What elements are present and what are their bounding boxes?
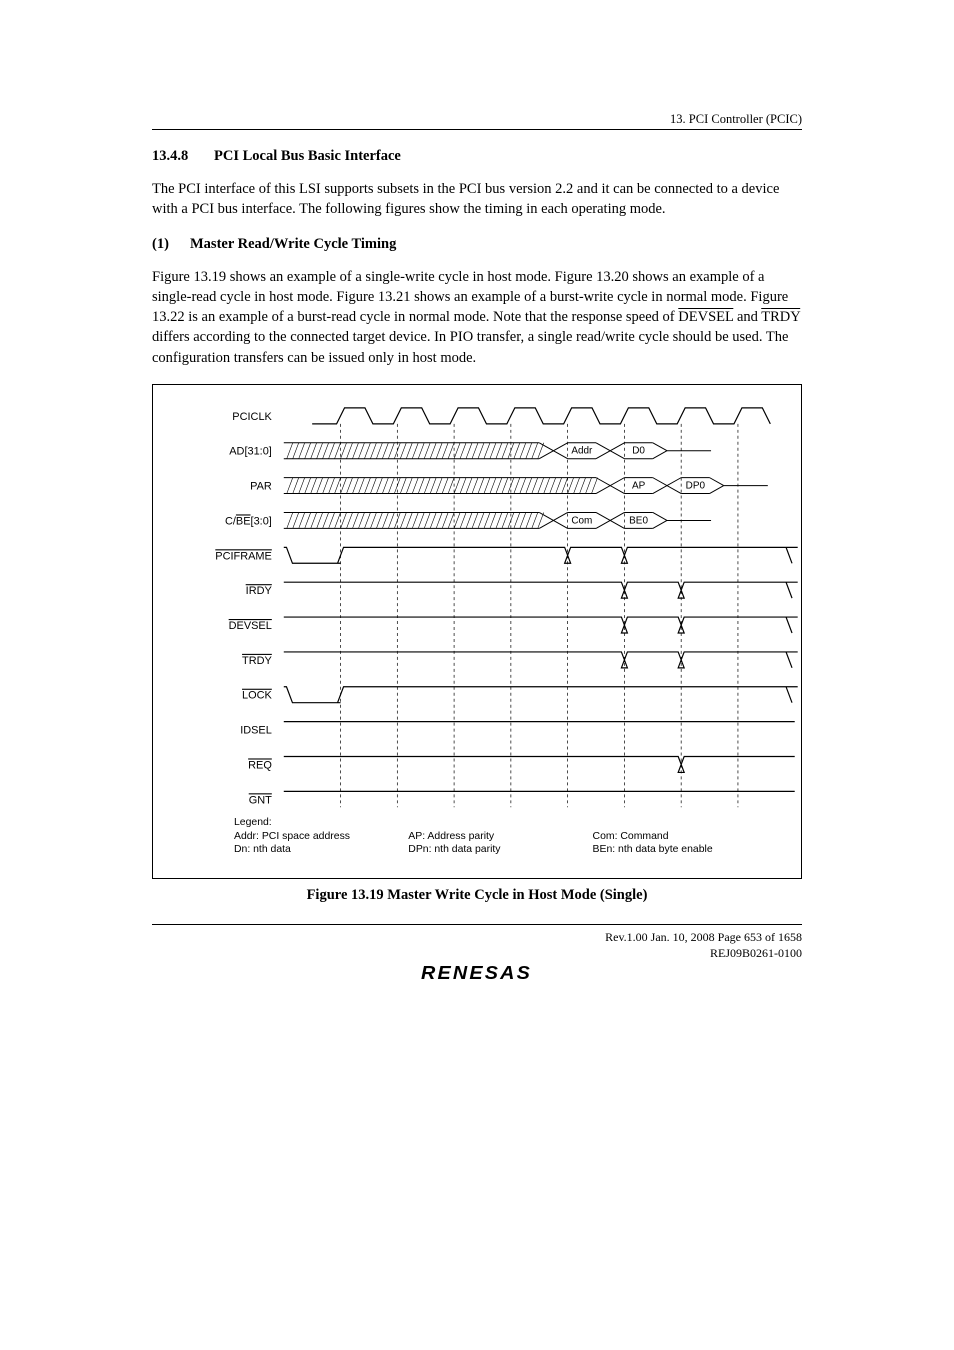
svg-text:PCICLK: PCICLK <box>232 411 272 423</box>
svg-text:BE0: BE0 <box>629 516 648 527</box>
svg-text:DEVSEL: DEVSEL <box>229 620 272 632</box>
svg-text:BEn: nth data byte enable: BEn: nth data byte enable <box>593 844 713 855</box>
overline-trdy: TRDY <box>761 309 800 325</box>
footer-rule <box>152 924 802 925</box>
svg-text:C/BE[3:0]: C/BE[3:0] <box>225 516 272 528</box>
section-number: 13.4.8 <box>152 148 214 165</box>
figure-caption: Figure 13.19 Master Write Cycle in Host … <box>152 887 802 904</box>
svg-text:Dn: nth data: Dn: nth data <box>234 844 291 855</box>
timing-diagram: PCICLK AD[31:0] Addr D0 PAR AP DP0 C/BE[3:0] Com… <box>152 384 802 879</box>
body-text-mid: and <box>733 309 761 325</box>
svg-text:AP: AP <box>632 481 646 492</box>
section-heading: 13.4.8PCI Local Bus Basic Interface <box>152 148 802 165</box>
svg-text:Legend:: Legend: <box>234 817 272 828</box>
svg-text:IDSEL: IDSEL <box>240 725 272 737</box>
svg-text:DP0: DP0 <box>686 481 706 492</box>
footer-line1: Rev.1.00 Jan. 10, 2008 Page 653 of 1658 <box>152 929 802 945</box>
svg-text:Addr: PCI space address: Addr: PCI space address <box>234 831 350 842</box>
svg-text:GNT: GNT <box>249 794 272 806</box>
body-text-post: differs according to the connected targe… <box>152 329 788 365</box>
renesas-logo: RENESAS <box>421 963 532 984</box>
svg-text:LOCK: LOCK <box>242 690 272 702</box>
svg-text:TRDY: TRDY <box>242 655 272 667</box>
section-title: PCI Local Bus Basic Interface <box>214 148 401 164</box>
svg-text:Addr: Addr <box>571 446 593 457</box>
svg-text:IRDY: IRDY <box>246 585 273 597</box>
footer: Rev.1.00 Jan. 10, 2008 Page 653 of 1658 … <box>152 929 802 961</box>
logo-row: RENESAS <box>152 963 802 984</box>
svg-text:Com: Com <box>571 516 592 527</box>
svg-text:AD[31:0]: AD[31:0] <box>229 446 272 458</box>
timing-diagram-svg: PCICLK AD[31:0] Addr D0 PAR AP DP0 C/BE[3:0] Com… <box>153 385 801 878</box>
svg-text:Com: Command: Com: Command <box>593 831 669 842</box>
svg-text:PCIFRAME: PCIFRAME <box>215 550 272 562</box>
subsection-title: Master Read/Write Cycle Timing <box>190 236 396 252</box>
intro-paragraph: The PCI interface of this LSI supports s… <box>152 179 802 220</box>
body-paragraph: Figure 13.19 shows an example of a singl… <box>152 267 802 368</box>
footer-line2: REJ09B0261-0100 <box>152 945 802 961</box>
overline-devsel: DEVSEL <box>678 309 733 325</box>
subsection-number: (1) <box>152 236 190 253</box>
svg-text:DPn: nth data parity: DPn: nth data parity <box>408 844 501 855</box>
svg-text:AP: Address parity: AP: Address parity <box>408 831 495 842</box>
subsection-heading: (1)Master Read/Write Cycle Timing <box>152 236 802 253</box>
page-header: 13. PCI Controller (PCIC) <box>152 112 802 130</box>
svg-text:D0: D0 <box>632 446 645 457</box>
svg-text:PAR: PAR <box>250 481 272 493</box>
svg-text:REQ: REQ <box>248 760 272 772</box>
